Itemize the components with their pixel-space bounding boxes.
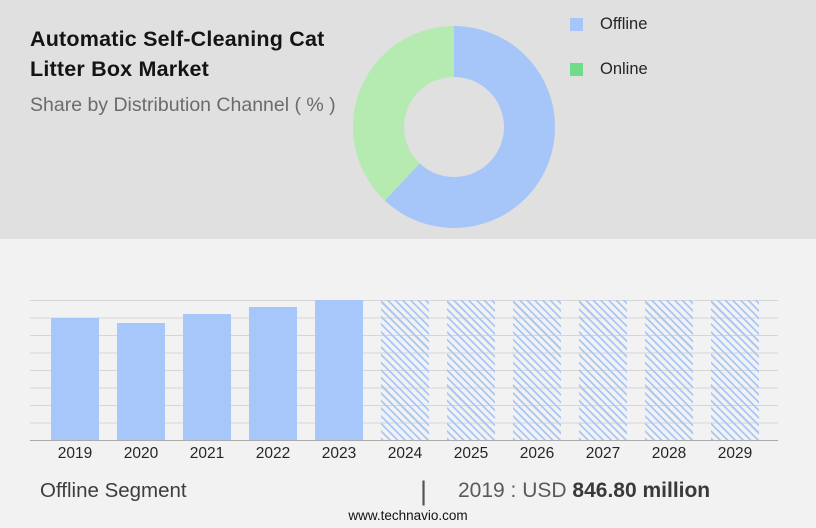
page-title: Automatic Self-Cleaning Cat Litter Box M… [30,27,325,81]
bar-2023 [315,300,363,440]
x-axis-label-2020: 2020 [123,445,159,462]
bar-2019 [51,318,99,440]
bar-2020 [117,323,165,440]
value-prefix: 2019 : USD [458,479,567,502]
segment-label: Offline Segment [40,479,187,502]
x-axis-label-2023: 2023 [321,445,357,462]
x-axis-label-2027: 2027 [585,445,621,462]
x-axis-label-2026: 2026 [519,445,555,462]
top-section: Automatic Self-Cleaning Cat Litter Box M… [0,0,816,239]
x-axis-labels: 2019 2020 2021 2022 2023 2024 2025 2026 2027 2028… [30,445,778,465]
x-axis-label-2028: 2028 [651,445,687,462]
legend-label: Online [600,60,648,78]
x-axis-label-2022: 2022 [255,445,291,462]
caption-row: Offline Segment | 2019 : USD 846.80 mill… [0,476,816,509]
legend-item-online: Online [570,60,648,79]
bar-2029 [711,300,759,440]
legend-swatch-icon [570,63,583,76]
bar-2022 [249,307,297,440]
value-bold: 846.80 million [572,479,711,502]
bar-2026 [513,300,561,440]
bar-chart-plot [30,300,778,441]
bar-section: 2019 2020 2021 2022 2023 2024 2025 2026 2027 2028… [0,239,816,528]
legend: Offline Online [570,15,648,79]
legend-swatch-icon [570,18,583,31]
bar-2021 [183,314,231,440]
bar-2025 [447,300,495,440]
x-axis-label-2029: 2029 [717,445,753,462]
x-axis-label-2019: 2019 [57,445,93,462]
x-axis-label-2021: 2021 [189,445,225,462]
website-link[interactable]: www.technavio.com [348,508,468,523]
x-axis-label-2024: 2024 [387,445,423,462]
value-annotation: 2019 : USD 846.80 million [458,479,710,503]
title-block: Automatic Self-Cleaning Cat Litter Box M… [30,24,350,120]
bar-2027 [579,300,627,440]
bar-2028 [645,300,693,440]
separator: | [420,476,428,506]
legend-label: Offline [600,15,648,33]
bar-2024 [381,300,429,440]
page-subtitle: Share by Distribution Channel ( % ) [30,94,336,116]
x-axis-label-2025: 2025 [453,445,489,462]
legend-item-offline: Offline [570,15,648,34]
donut-chart [353,26,555,228]
